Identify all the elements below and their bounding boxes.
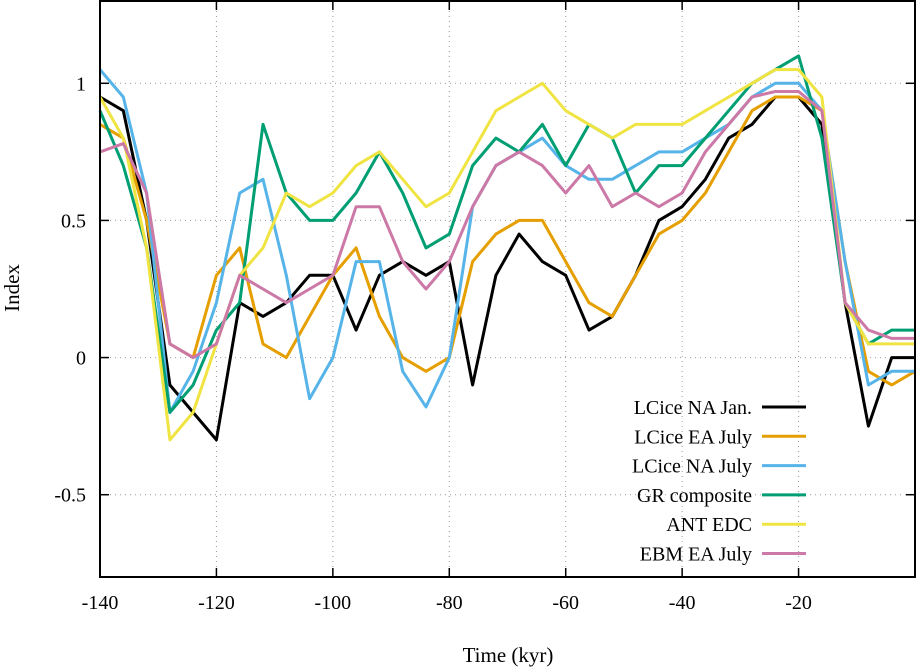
series-line-3 [98, 54, 915, 414]
series-line-1 [99, 95, 916, 387]
y-tick-label: 0.5 [61, 210, 86, 232]
legend-label: LCice NA Jan. [634, 397, 752, 419]
legend-label: LCice NA July [632, 456, 752, 478]
x-tick-label: -60 [552, 592, 579, 614]
y-tick-label: -0.5 [54, 485, 86, 507]
x-tick-label: -140 [82, 592, 119, 614]
plot-frame [99, 0, 916, 578]
y-tick-label: 1 [76, 73, 86, 95]
x-tick-label: -40 [669, 592, 696, 614]
legend-label: GR composite [637, 485, 752, 507]
series-line-2 [98, 68, 915, 414]
legend-label: LCice EA July [634, 426, 752, 448]
legend: LCice NA Jan. LCice EA July LCice NA July G… [632, 397, 806, 566]
x-tick-label: -100 [315, 592, 352, 614]
axis-ticks: -140 -120 -100 -80 -60 -40 -20 -0.5 0 0.5 1 [54, 1, 915, 614]
grid [100, 1, 915, 577]
y-tick-label: 0 [76, 348, 86, 370]
x-axis-label: Time (kyr) [463, 643, 554, 667]
series-line-5 [99, 90, 915, 360]
legend-label: ANT EDC [666, 514, 752, 536]
x-tick-label: -80 [436, 592, 463, 614]
series-lines [98, 54, 916, 442]
legend-label: EBM EA July [640, 544, 752, 566]
x-tick-label: -20 [785, 592, 812, 614]
x-tick-label: -120 [198, 592, 235, 614]
y-axis-label: Index [0, 264, 24, 312]
